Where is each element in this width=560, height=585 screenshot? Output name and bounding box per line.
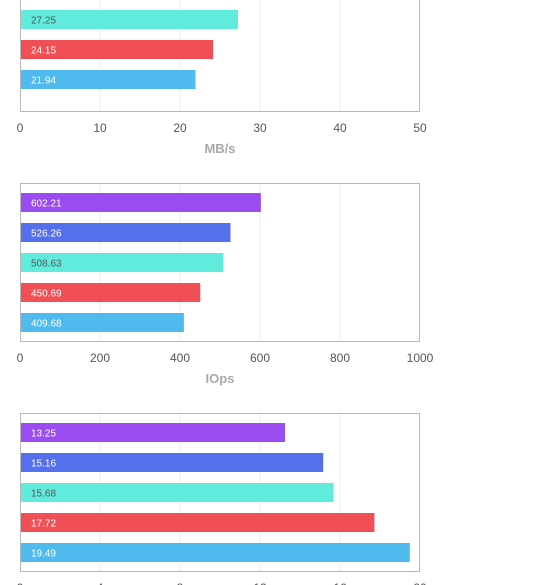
throughput-tick-label-1: 10: [93, 121, 107, 135]
latency-bar-1: [21, 423, 285, 442]
iops-axis-title: IOps: [206, 371, 235, 386]
latency-tick-label-4: 16: [333, 581, 347, 585]
throughput-bar-label-2: 27.25: [31, 16, 56, 27]
latency-bar-5: [21, 543, 410, 562]
iops-bar-3: [21, 253, 224, 272]
throughput-plot-frame: [20, 0, 420, 112]
throughput-tick-label-3: 30: [253, 121, 267, 135]
iops-chart: 602.21 526.26 508.63 450.69 409.68 0 200 400 600…: [17, 183, 434, 386]
latency-bar-label-3: 15.68: [31, 489, 56, 500]
iops-tick-label-1: 200: [90, 351, 110, 365]
iops-tick-label-5: 1000: [407, 351, 434, 365]
iops-bar-label-5: 409.68: [31, 319, 62, 330]
throughput-bar-3: [21, 40, 214, 59]
throughput-tick-label-0: 0: [17, 121, 24, 135]
iops-bar-label-3: 508.63: [31, 259, 62, 270]
throughput-bar-label-3: 24.15: [31, 46, 56, 57]
latency-tick-label-1: 4: [97, 581, 104, 585]
throughput-bar-label-4: 21.94: [31, 76, 56, 87]
throughput-bar-2: [21, 10, 238, 29]
latency-bar-3: [21, 483, 334, 502]
throughput-tick-label-5: 50: [413, 121, 427, 135]
latency-bar-label-2: 15.16: [31, 459, 56, 470]
iops-bar-5: [21, 313, 184, 332]
latency-bar-label-5: 19.49: [31, 549, 56, 560]
iops-tick-label-0: 0: [17, 351, 24, 365]
latency-bar-4: [21, 513, 375, 532]
throughput-tick-label-4: 40: [333, 121, 347, 135]
latency-bar-2: [21, 453, 324, 472]
iops-tick-label-3: 600: [250, 351, 270, 365]
throughput-axis-title: MB/s: [204, 141, 235, 156]
latency-bar-label-1: 13.25: [31, 429, 56, 440]
latency-tick-label-0: 0: [17, 581, 24, 585]
latency-tick-label-5: 20: [413, 581, 427, 585]
latency-tick-label-2: 8: [177, 581, 184, 585]
latency-plot-frame: [20, 413, 420, 572]
iops-bar-label-1: 602.21: [31, 199, 62, 210]
throughput-bar-4: [21, 70, 196, 89]
iops-bar-label-2: 526.26: [31, 229, 62, 240]
latency-tick-label-3: 12: [253, 581, 267, 585]
iops-bar-4: [21, 283, 201, 302]
iops-bar-2: [21, 223, 231, 242]
iops-bar-label-4: 450.69: [31, 289, 62, 300]
iops-plot-frame: [20, 183, 420, 342]
latency-chart: 13.25 15.16 15.68 17.72 19.49 0 4 8 12 16 20: [17, 413, 427, 585]
iops-tick-label-4: 800: [330, 351, 350, 365]
latency-bar-label-4: 17.72: [31, 519, 56, 530]
throughput-tick-label-2: 20: [173, 121, 187, 135]
iops-bar-1: [21, 193, 261, 212]
iops-tick-label-2: 400: [170, 351, 190, 365]
